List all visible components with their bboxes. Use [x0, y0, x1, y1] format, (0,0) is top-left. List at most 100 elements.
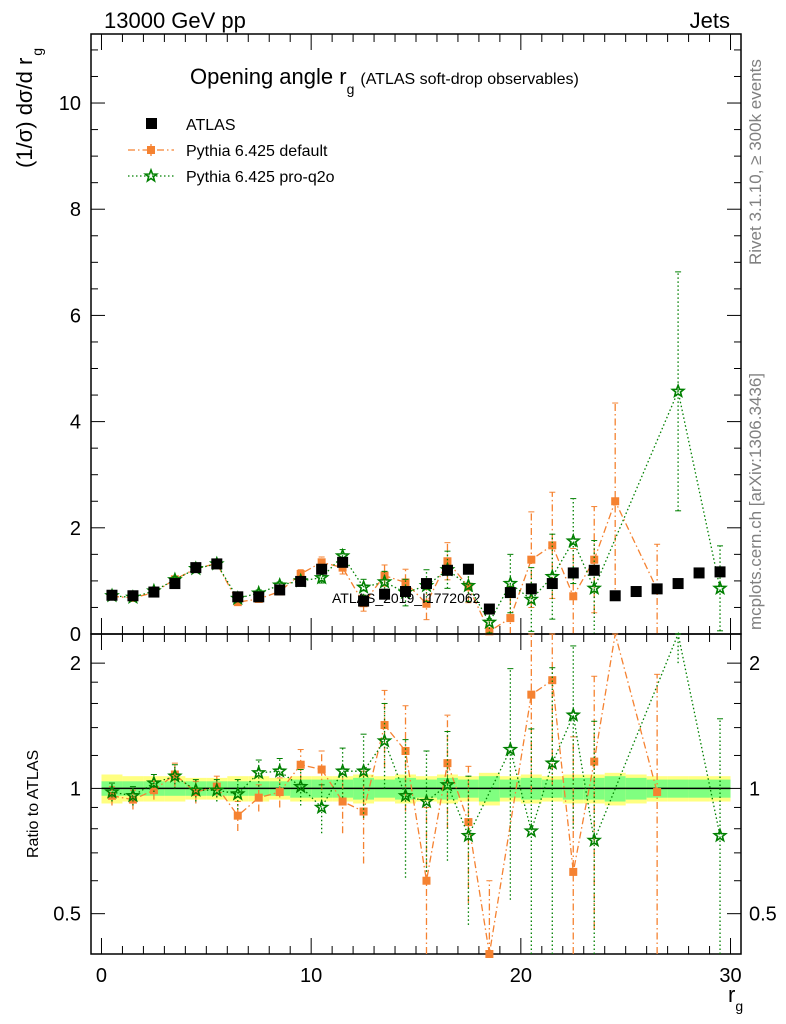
main-title-note: (ATLAS soft-drop observables): [360, 71, 578, 88]
ratio-point-default: [317, 765, 326, 774]
point-atlas: [525, 583, 537, 595]
point-atlas: [211, 558, 223, 570]
ratio-point-default: [275, 788, 284, 797]
main-ylabel-text: (1/σ) dσ/d r: [12, 58, 37, 168]
point-default: [485, 627, 494, 636]
main-data-marks: [104, 271, 728, 636]
point-atlas: [714, 566, 726, 578]
point-proq2o: [712, 579, 728, 596]
point-atlas: [672, 578, 684, 590]
ratio-line-proq2o: [111, 631, 721, 843]
point-atlas: [253, 591, 265, 603]
ratio-point-default: [233, 811, 242, 820]
point-atlas: [420, 578, 432, 590]
point-atlas: [169, 578, 181, 590]
main-ytick-label: 8: [70, 199, 81, 221]
point-default: [443, 557, 452, 566]
point-atlas: [358, 595, 370, 607]
ratio-point-proq2o: [146, 774, 162, 790]
point-atlas: [441, 564, 453, 576]
point-atlas: [295, 575, 307, 587]
point-default: [590, 555, 599, 564]
ratio-point-proq2o: [271, 762, 288, 778]
point-atlas: [379, 588, 391, 600]
rivet-label: Rivet 3.1.10, ≥ 300k events: [746, 59, 765, 265]
ratio-point-proq2o: [334, 762, 351, 778]
ratio-point-default: [443, 759, 452, 768]
point-atlas: [106, 589, 118, 601]
xtick-label: 20: [510, 965, 532, 987]
ratio-point-default: [485, 950, 494, 958]
main-title: Opening angle rg (ATLAS soft-drop observa…: [190, 64, 579, 97]
main-ytick-label: 4: [70, 412, 81, 434]
ratio-ytick-label: 2: [70, 653, 81, 675]
legend-label-proq2o: Pythia 6.425 pro-q2o: [186, 169, 335, 186]
ratio-point-proq2o: [313, 799, 330, 815]
main-title-sub: g: [347, 81, 355, 97]
series-atlas: [106, 556, 726, 615]
point-atlas: [400, 586, 412, 598]
ratio-point-proq2o: [544, 754, 561, 770]
point-proq2o: [586, 580, 603, 596]
watermark: ATLAS_2019_I1772062: [332, 590, 481, 606]
main-title-text: Opening angle r: [190, 64, 347, 89]
point-atlas: [546, 578, 558, 590]
point-atlas: [127, 590, 139, 602]
ratio-point-proq2o: [460, 827, 477, 843]
point-atlas: [462, 563, 474, 575]
xtick-label: 0: [96, 965, 107, 987]
point-atlas: [316, 563, 328, 575]
point-atlas: [588, 564, 600, 576]
ratio-point-default: [527, 690, 536, 699]
point-atlas: [609, 590, 621, 602]
point-atlas: [567, 567, 579, 579]
ratio-ytick-label-right: 1: [749, 778, 760, 800]
ratio-point-proq2o: [355, 762, 372, 778]
ratio-ytick-label-right: 2: [749, 653, 760, 675]
ratio-point-default: [548, 676, 557, 685]
ratio-panel: 0.5 0.51 12 20 10 20 30: [53, 633, 777, 987]
ratio-point-default: [401, 746, 410, 755]
ratio-ytick-label: 0.5: [53, 904, 81, 926]
point-default: [422, 599, 431, 608]
point-atlas: [630, 586, 642, 598]
point-proq2o: [502, 575, 519, 591]
ratio-point-proq2o: [167, 767, 183, 783]
xlabel-sub: g: [735, 998, 743, 1014]
legend-entry-proq2o: Pythia 6.425 pro-q2o: [128, 167, 335, 186]
ratio-point-default: [653, 788, 662, 797]
legend-label-default: Pythia 6.425 default: [186, 143, 328, 160]
ratio-point-proq2o: [229, 785, 246, 801]
point-default: [611, 497, 620, 506]
mcplots-label: mcplots.cern.ch [arXiv:1306.3436]: [746, 373, 765, 630]
ratio-point-default: [149, 786, 158, 795]
main-ytick-label: 2: [70, 518, 81, 540]
ratio-ylabel: Ratio to ATLAS: [25, 750, 42, 858]
ratio-point-proq2o: [523, 822, 540, 838]
xlabel: rg: [728, 982, 743, 1014]
ratio-point-proq2o: [376, 732, 393, 748]
ratio-point-proq2o: [292, 778, 309, 794]
ratio-point-proq2o: [397, 787, 414, 803]
legend-marker-proq2o: [143, 167, 159, 183]
ratio-point-default: [569, 867, 578, 876]
ratio-point-proq2o: [565, 706, 582, 722]
ratio-point-default: [254, 793, 263, 802]
ratio-point-default: [128, 795, 137, 804]
ratio-data-marks: [101, 631, 731, 958]
legend: ATLAS Pythia 6.425 default Pythia 6.425 …: [128, 117, 335, 186]
ratio-ytick-label: 1: [70, 778, 81, 800]
ratio-point-proq2o: [418, 793, 435, 809]
point-proq2o: [565, 532, 582, 548]
ratio-point-proq2o: [586, 832, 603, 848]
ratio-point-proq2o: [104, 783, 120, 799]
main-ytick-label: 6: [70, 305, 81, 327]
point-atlas: [693, 567, 705, 579]
point-atlas: [337, 556, 349, 568]
ratio-point-proq2o: [502, 741, 519, 757]
ratio-point-default: [359, 807, 368, 816]
header-right: Jets: [690, 8, 730, 33]
ratio-point-default: [464, 818, 473, 827]
